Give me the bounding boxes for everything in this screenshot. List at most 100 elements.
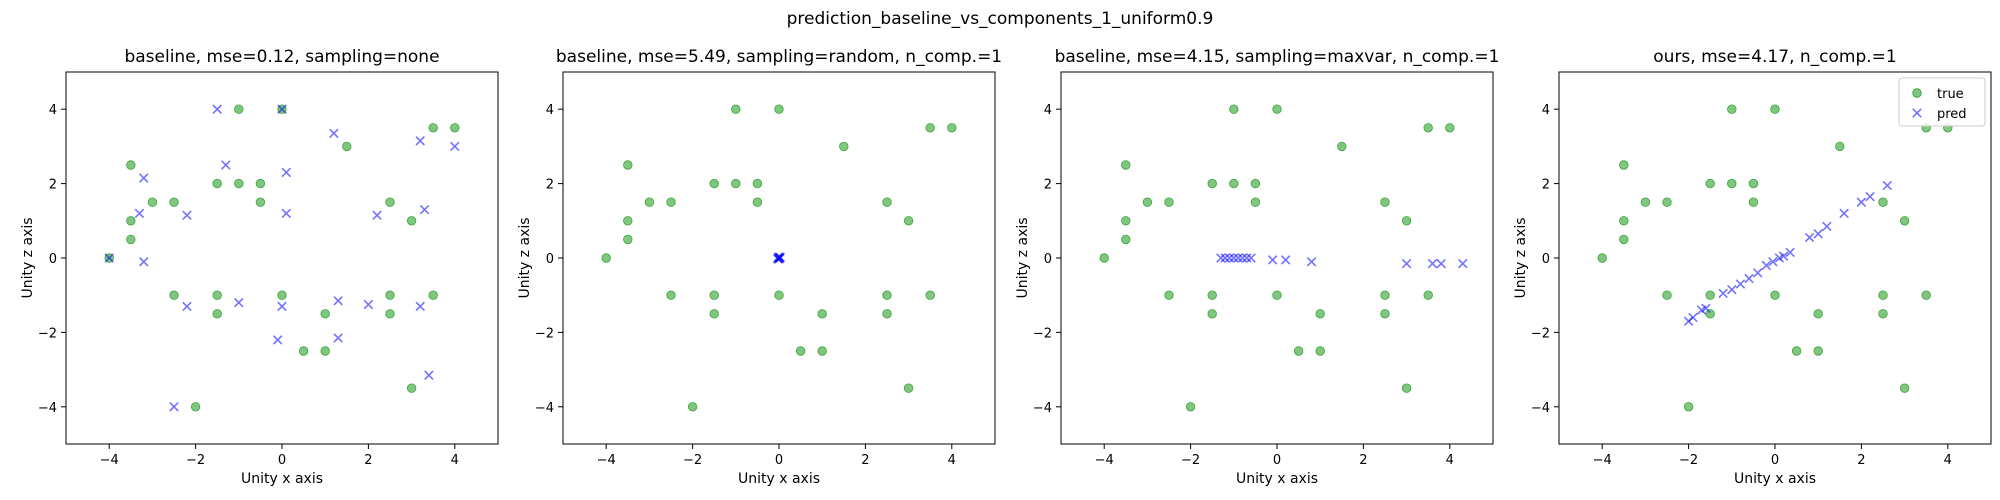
y-tick-label: −2	[535, 326, 554, 341]
true-point	[882, 290, 892, 300]
true-point	[1619, 160, 1629, 170]
true-point	[1423, 123, 1433, 133]
chart-title: baseline, mse=4.15, sampling=maxvar, n_c…	[1055, 47, 1500, 67]
pred-point	[1822, 221, 1832, 232]
true-point	[428, 123, 438, 133]
true-point	[817, 346, 827, 356]
true-point	[1315, 309, 1325, 319]
pred-point	[1267, 255, 1278, 265]
true-point	[428, 290, 438, 300]
y-tick-label: −2	[1531, 326, 1550, 341]
y-tick-label: 2	[546, 178, 554, 193]
true-point	[1662, 290, 1672, 300]
pred-point	[1785, 247, 1795, 258]
x-tick-label: −2	[1181, 453, 1200, 468]
legend-true-marker	[1912, 88, 1922, 98]
true-point	[947, 123, 957, 133]
true-point	[1640, 197, 1651, 207]
true-point	[1813, 309, 1823, 319]
true-point	[687, 402, 698, 412]
y-tick-label: 2	[1542, 178, 1550, 193]
pred-point	[1804, 232, 1815, 243]
true-point	[1619, 216, 1629, 226]
true-point	[1250, 178, 1261, 189]
pred-point	[1718, 288, 1728, 299]
true-point	[1791, 346, 1802, 356]
chart-panel-3: baseline, mse=4.15, sampling=maxvar, n_c…	[1015, 47, 1499, 487]
legend-true-label: true	[1937, 87, 1964, 102]
true-point	[255, 197, 266, 207]
x-axis-label: Unity x axis	[1236, 471, 1318, 487]
true-point	[1099, 253, 1109, 263]
true-point	[1727, 104, 1737, 114]
true-point	[1423, 290, 1433, 300]
legend-pred-label: pred	[1937, 107, 1967, 122]
true-point	[1597, 253, 1607, 263]
pred-point	[1436, 258, 1446, 269]
x-tick-label: 4	[1446, 453, 1454, 468]
chart-title: ours, mse=4.17, n_comp.=1	[1653, 47, 1896, 67]
x-tick-label: −4	[597, 453, 616, 468]
true-point	[1705, 178, 1715, 189]
true-point	[1142, 197, 1153, 207]
pred-point	[329, 128, 339, 139]
true-point	[126, 234, 136, 245]
x-axis-label: Unity x axis	[241, 471, 323, 487]
x-tick-label: 2	[364, 453, 372, 468]
true-point	[623, 216, 633, 226]
pred-point	[1839, 208, 1849, 219]
true-point	[320, 346, 330, 356]
true-point	[234, 104, 244, 114]
true-point	[623, 160, 633, 170]
pred-point	[1427, 258, 1438, 269]
pred-point	[1688, 312, 1698, 323]
pred-point	[424, 370, 434, 380]
pred-point	[1216, 253, 1226, 263]
true-point	[1229, 178, 1239, 189]
true-point	[147, 197, 158, 207]
true-point	[882, 197, 892, 207]
pred-point	[134, 208, 145, 219]
panels: baseline, mse=0.12, sampling=none −4 −2 0 2 4…	[20, 47, 1992, 487]
pred-point	[775, 252, 786, 263]
pred-point	[415, 136, 426, 146]
true-point	[666, 197, 676, 207]
pred-point	[372, 210, 382, 220]
pred-point	[1220, 253, 1230, 263]
true-point	[1380, 197, 1390, 207]
y-tick-label: −4	[1033, 401, 1052, 416]
y-axis-label: Unity z axis	[517, 217, 533, 298]
x-tick-label: 0	[775, 453, 783, 468]
pred-point	[1727, 284, 1737, 295]
true-point	[774, 290, 784, 300]
plot-area	[601, 104, 957, 412]
true-point	[1229, 104, 1239, 114]
x-tick-label: 4	[451, 453, 459, 468]
pred-point	[182, 210, 192, 220]
x-tick-label: −4	[100, 453, 119, 468]
x-tick-label: −4	[1095, 453, 1114, 468]
true-point	[644, 197, 655, 207]
true-point	[255, 178, 266, 189]
pred-point	[1224, 253, 1235, 263]
true-point	[1121, 160, 1131, 170]
x-tick-label: 0	[1771, 453, 1779, 468]
true-point	[1207, 178, 1217, 189]
x-tick-label: 4	[1944, 453, 1952, 468]
pred-point	[1246, 253, 1256, 263]
pred-point	[1701, 303, 1711, 313]
true-point	[234, 178, 244, 189]
true-point	[212, 290, 222, 300]
y-tick-label: 2	[1044, 178, 1052, 193]
pred-point	[182, 301, 192, 312]
x-tick-label: −2	[1679, 453, 1698, 468]
pred-point	[1744, 273, 1754, 284]
true-point	[1662, 197, 1672, 207]
pred-point	[212, 104, 222, 114]
true-point	[406, 216, 417, 226]
legend-pred-marker	[1912, 108, 1922, 118]
true-point	[1380, 290, 1390, 300]
y-tick-label: 2	[49, 178, 57, 193]
pred-point	[772, 253, 783, 264]
true-point	[212, 178, 222, 189]
